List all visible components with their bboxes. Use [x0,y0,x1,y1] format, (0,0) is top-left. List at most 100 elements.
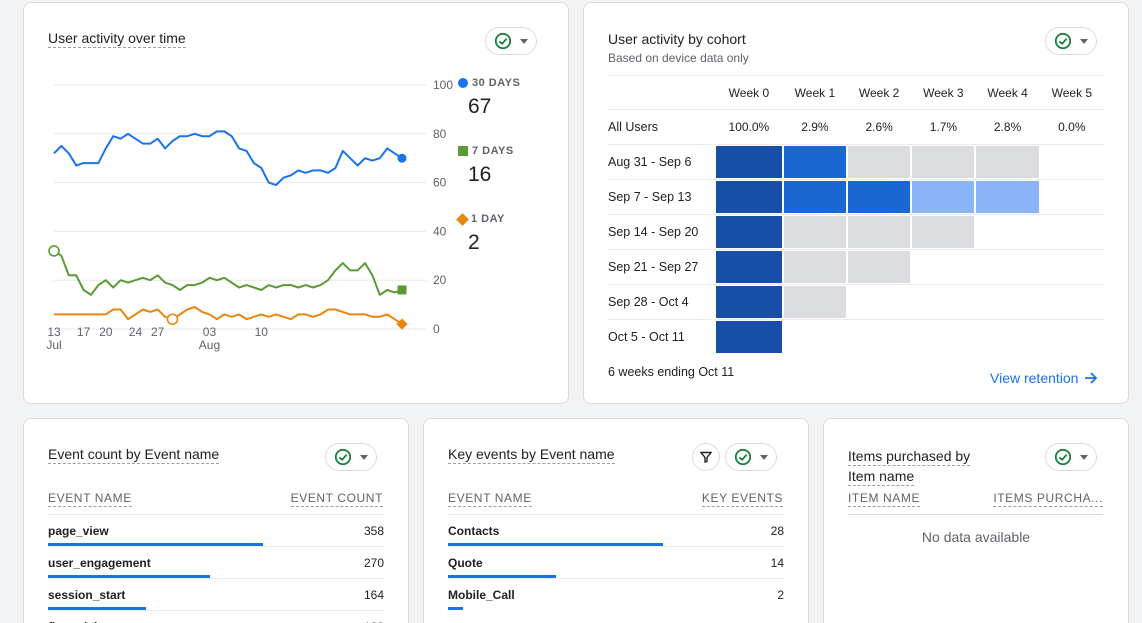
list-row-value: 270 [363,556,384,570]
cohort-heat-cell[interactable] [912,146,975,178]
chevron-down-icon [1080,454,1088,460]
items-title-line1: Items purchased by [848,448,971,466]
series-line-30-days [53,130,403,186]
cohort-cell [782,319,848,355]
filter-button[interactable] [692,443,720,471]
cohort-heat-cell[interactable] [783,146,847,178]
x-tick-label: 03 [203,325,217,339]
events-col-count[interactable]: EVENT COUNT [290,491,383,507]
list-row-bar [448,607,464,610]
cohort-col-week-1: Week 1 [782,75,848,110]
activity-title[interactable]: User activity over time [48,30,186,48]
list-row-value: 358 [363,524,384,538]
cohort-row-label: Sep 14 - Sep 20 [607,214,715,250]
cohort-all-users-value: 1.7% [911,109,976,145]
cohort-heat-cell[interactable] [783,216,847,248]
list-row[interactable]: first_visit 128 [48,610,384,623]
items-col-count[interactable]: ITEMS PURCHA... [993,491,1103,507]
x-tick-month: Aug [199,338,220,352]
list-row-bar [448,575,556,578]
items-card: Items purchased by Item name ITEM NAME I… [823,418,1129,623]
series-end-marker [397,285,407,295]
cohort-heat-cell[interactable] [783,181,847,213]
series-annotation-marker [48,245,60,257]
list-row-bar [48,543,263,546]
items-col-name[interactable]: ITEM NAME [848,491,921,507]
x-tick-label: 10 [255,325,269,339]
cohort-row: Aug 31 - Sep 6 [607,144,1104,180]
cohort-cell [847,319,912,355]
list-row-value: 164 [363,588,384,602]
x-tick-label: 17 [77,325,91,339]
key-events-compare-button[interactable] [725,443,777,471]
arrow-right-icon [1085,372,1098,384]
events-compare-button[interactable] [325,443,377,471]
cohort-cell [782,179,848,215]
cohort-cell [911,144,976,180]
check-circle-icon [1054,32,1072,50]
cohort-col-week-2: Week 2 [847,75,912,110]
y-tick-label: 60 [433,176,447,190]
cohort-heat-cell[interactable] [716,321,782,354]
cohort-compare-button[interactable] [1045,27,1097,55]
cohort-heat-cell[interactable] [716,286,782,318]
cohort-cell [911,214,976,250]
legend-1-day: 1 DAY 2 [456,212,505,255]
list-row[interactable]: user_engagement 270 [48,546,384,578]
list-row-bar [48,607,147,610]
legend-1-day-value: 2 [468,231,480,254]
events-title[interactable]: Event count by Event name [48,446,220,464]
cohort-cell [1039,249,1104,285]
legend-7-days-label: 7 DAYS [472,145,514,157]
x-tick-label: 24 [129,325,143,339]
list-row[interactable]: session_start 164 [48,578,384,610]
legend-30-days-value: 67 [468,95,492,118]
cohort-heat-cell[interactable] [976,146,1039,178]
legend-1-day-label: 1 DAY [471,213,505,225]
legend-30-days-swatch [458,78,468,88]
list-row[interactable]: page_view 358 [48,514,384,546]
cohort-heat-cell[interactable] [716,181,782,213]
cohort-cell [1039,319,1104,355]
items-compare-button[interactable] [1045,443,1097,471]
cohort-cell [911,319,976,355]
cohort-cell [975,179,1040,215]
view-retention-link[interactable]: View retention [990,370,1098,386]
cohort-heat-cell[interactable] [976,181,1039,213]
cohort-heat-cell[interactable] [848,181,911,213]
list-row-name: Contacts [448,524,500,538]
cohort-heat-cell[interactable] [912,181,975,213]
cohort-cell [715,214,783,250]
series-line-1-day [54,306,403,325]
cohort-heat-cell[interactable] [848,251,911,283]
cohort-cell [715,179,783,215]
items-title[interactable]: Items purchased by Item name [848,446,971,486]
list-row[interactable]: Mobile_Call 2 [448,578,784,610]
cohort-heat-cell[interactable] [848,146,911,178]
check-circle-icon [334,448,352,466]
key-events-col-count[interactable]: KEY EVENTS [701,491,783,507]
x-tick-month: Jul [46,338,61,352]
list-row-value: 14 [770,556,784,570]
list-row[interactable]: Quote 14 [448,546,784,578]
list-row-name: first_visit [48,620,101,623]
key-events-col-name[interactable]: EVENT NAME [448,491,532,507]
list-row-name: user_engagement [48,556,151,570]
list-row[interactable]: Contacts 28 [448,514,784,546]
y-tick-label: 80 [433,127,447,141]
events-col-name[interactable]: EVENT NAME [48,491,132,507]
cohort-heat-cell[interactable] [716,251,782,283]
cohort-heat-cell[interactable] [783,286,847,318]
cohort-cell [847,179,912,215]
cohort-heat-cell[interactable] [848,216,911,248]
activity-compare-button[interactable] [485,27,537,55]
key-events-title[interactable]: Key events by Event name [448,446,615,464]
cohort-cell [782,214,848,250]
cohort-heat-cell[interactable] [783,251,847,283]
cohort-heat-cell[interactable] [716,216,782,248]
cohort-cell [847,214,912,250]
cohort-heat-cell[interactable] [716,146,782,178]
y-tick-label: 40 [433,224,447,238]
cohort-heat-cell[interactable] [912,216,975,248]
